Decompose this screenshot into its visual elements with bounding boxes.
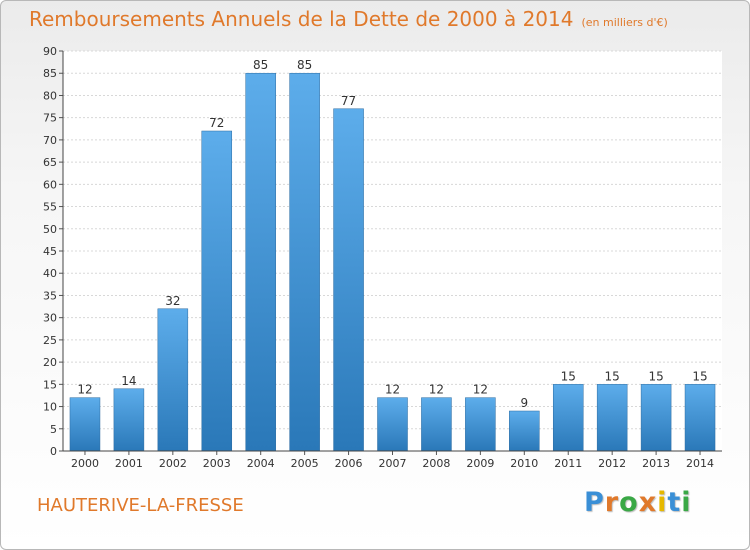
y-tick-label: 20 [43, 356, 57, 369]
bar-2008 [421, 397, 452, 452]
x-tick-label-2003: 2003 [203, 457, 231, 470]
y-tick-label: 55 [43, 201, 57, 214]
bar-2011 [552, 384, 584, 452]
y-tick-label: 65 [43, 156, 57, 169]
logo-letter: t [667, 487, 682, 518]
y-tick-label: 70 [43, 134, 57, 147]
proxiti-logo: Proxiti [584, 487, 692, 518]
data-label-2002: 32 [165, 294, 180, 308]
y-tick-label: 40 [43, 267, 57, 280]
bar-2006 [333, 108, 364, 452]
logo-letter: r [604, 487, 620, 518]
bar-2012 [596, 384, 628, 452]
data-label-2008: 12 [429, 383, 444, 397]
data-label-2012: 15 [605, 369, 620, 383]
bars [69, 72, 716, 452]
y-tick-label: 35 [43, 289, 57, 302]
chart-title: Remboursements Annuels de la Dette de 20… [29, 7, 668, 31]
data-label-2001: 14 [121, 374, 136, 388]
y-tick-label: 75 [43, 112, 57, 125]
commune-name: HAUTERIVE-LA-FRESSE [37, 495, 244, 516]
bar-2007 [377, 397, 408, 452]
bar-2003 [201, 130, 233, 452]
x-tick-label-2000: 2000 [71, 457, 99, 470]
data-label-2014: 15 [692, 369, 707, 383]
x-tick-label-2009: 2009 [466, 457, 494, 470]
x-tick-label-2005: 2005 [291, 457, 319, 470]
bar-2014 [684, 384, 716, 452]
chart-title-text: Remboursements Annuels de la Dette de 20… [29, 7, 574, 31]
y-tick-label: 25 [43, 334, 57, 347]
x-tick-label-2004: 2004 [247, 457, 275, 470]
y-tick-label: 30 [43, 312, 57, 325]
x-tick-label-2006: 2006 [335, 457, 363, 470]
y-tick-label: 0 [50, 445, 57, 458]
logo-letter: x [638, 487, 658, 518]
y-tick-label: 90 [43, 45, 57, 58]
labels: 0 5 10 15 20 25 30 35 40 45 50 55 60 65 70 75 80 85 90 12 20… [43, 45, 714, 470]
data-label-2011: 15 [561, 369, 576, 383]
x-tick-label-2011: 2011 [554, 457, 582, 470]
bar-2004 [245, 72, 276, 452]
data-label-2007: 12 [385, 383, 400, 397]
x-tick-label-2014: 2014 [686, 457, 714, 470]
bar-2010 [509, 410, 540, 452]
y-tick-label: 10 [43, 401, 57, 414]
data-label-2005: 85 [297, 58, 312, 72]
bar-2013 [640, 384, 672, 452]
logo-letter: P [584, 487, 605, 518]
data-label-2003: 72 [209, 116, 224, 130]
x-tick-label-2012: 2012 [598, 457, 626, 470]
x-tick-label-2013: 2013 [642, 457, 670, 470]
y-tick-label: 60 [43, 178, 57, 191]
x-tick-label-2002: 2002 [159, 457, 187, 470]
bar-2009 [465, 397, 496, 452]
x-tick-label-2007: 2007 [379, 457, 407, 470]
bar-2005 [289, 72, 320, 452]
logo-letter: i [657, 487, 668, 518]
data-label-2004: 85 [253, 58, 268, 72]
data-label-2010: 9 [520, 396, 528, 410]
bar-2002 [157, 308, 189, 452]
y-tick-label: 45 [43, 245, 57, 258]
y-tick-label: 5 [50, 423, 57, 436]
data-label-2000: 12 [77, 383, 92, 397]
data-label-2013: 15 [648, 369, 663, 383]
bar-2000 [69, 397, 101, 452]
y-tick-label: 85 [43, 67, 57, 80]
logo-letter: i [681, 487, 692, 518]
x-tick-label-2010: 2010 [510, 457, 538, 470]
y-tick-label: 80 [43, 89, 57, 102]
y-tick-label: 15 [43, 378, 57, 391]
data-label-2006: 77 [341, 94, 356, 108]
data-label-2009: 12 [473, 383, 488, 397]
bar-2001 [113, 388, 145, 452]
axes [59, 50, 722, 455]
y-tick-label: 50 [43, 223, 57, 236]
x-tick-label-2001: 2001 [115, 457, 143, 470]
logo-letter: o [619, 487, 639, 518]
chart-unit: (en milliers d'€) [581, 16, 668, 29]
x-tick-label-2008: 2008 [422, 457, 450, 470]
